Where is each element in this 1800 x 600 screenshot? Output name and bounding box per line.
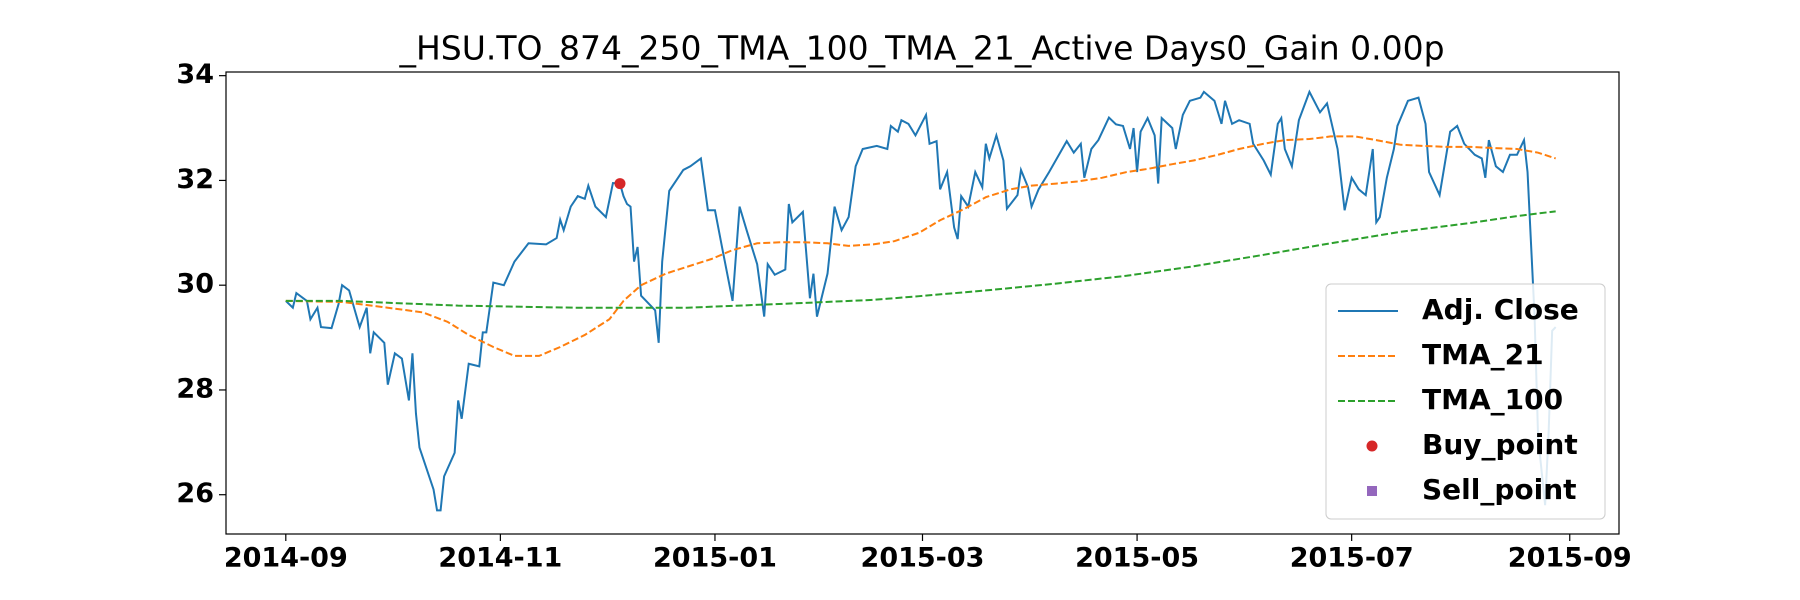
series-line — [285, 135, 1556, 357]
legend-label: TMA_100 — [1422, 383, 1563, 416]
legend-label: Buy_point — [1422, 428, 1578, 461]
x-tick-label: 2015-01 — [653, 543, 777, 574]
y-tick-label: 26 — [176, 478, 214, 509]
y-tick-label: 34 — [176, 59, 214, 90]
y-tick-label: 30 — [176, 269, 214, 300]
x-tick-label: 2014-11 — [438, 543, 562, 574]
plot-frame — [225, 71, 1620, 535]
legend-box — [1325, 283, 1606, 520]
legend-swatch — [1367, 486, 1377, 496]
buy-marker — [614, 178, 626, 190]
legend-label: Sell_point — [1422, 473, 1577, 506]
series-line — [285, 210, 1556, 309]
legend-swatch — [1366, 440, 1378, 452]
legend-label: TMA_21 — [1422, 338, 1544, 371]
x-tick-label: 2015-09 — [1508, 543, 1632, 574]
x-tick-label: 2015-07 — [1290, 543, 1414, 574]
x-tick-label: 2015-03 — [861, 543, 985, 574]
legend-label: Adj. Close — [1422, 293, 1579, 326]
y-tick-label: 28 — [176, 373, 214, 404]
chart-title: _HSU.TO_874_250_TMA_100_TMA_21_Active Da… — [398, 29, 1444, 68]
x-tick-label: 2015-05 — [1075, 543, 1199, 574]
series-line — [285, 89, 1557, 512]
y-tick-label: 32 — [176, 164, 214, 195]
x-tick-label: 2014-09 — [224, 543, 348, 574]
